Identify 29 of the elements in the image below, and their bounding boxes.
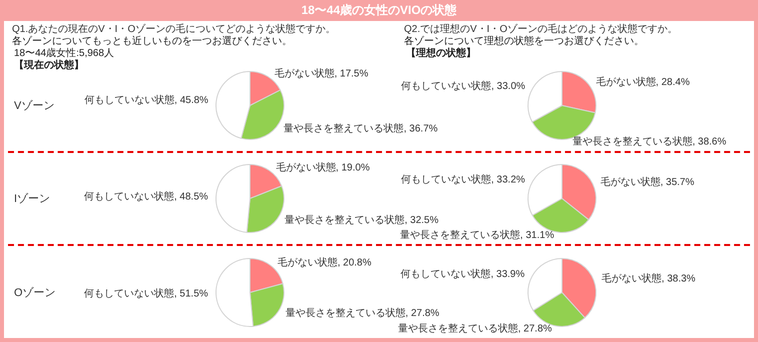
text: 18〜44歳女性:5,968人 — [14, 48, 114, 60]
slice-label: 毛がない状態, 38.3% — [602, 272, 696, 285]
slice-label: 量や長さを整えている状態, 32.5% — [284, 214, 439, 226]
text: 各ゾーンについてもっとも近しいものを一つお選びください。 — [12, 36, 292, 48]
text: Iゾーン — [14, 192, 50, 206]
chart-subtitle: Q1.あなたの現在のV・I・Oゾーンの毛についてどのような状態ですか。 — [12, 24, 336, 36]
slice-label: 量や長さを整えている状態, 31.1% — [400, 228, 554, 241]
slice-label: 何もしていない状態, 51.5% — [84, 288, 208, 300]
chart-title: 18〜44歳の女性のVIOの状態 — [300, 2, 458, 19]
slice-label: 何もしていない状態, 45.8% — [84, 94, 208, 106]
slice-label: 毛がない状態, 17.5% — [274, 67, 368, 80]
text: Oゾーン — [14, 286, 56, 300]
text: Vゾーン — [14, 98, 54, 112]
slice-label: 何もしていない状態, 33.2% — [401, 173, 526, 186]
slice-label: 量や長さを整えている状態, 27.8% — [398, 322, 552, 335]
slice-label: 毛がない状態, 19.0% — [276, 161, 370, 174]
slice-label: 毛がない状態, 35.7% — [600, 176, 694, 188]
slice-label: 量や長さを整えている状態, 27.8% — [285, 307, 440, 320]
chart-subtitle: Q2.では理想のV・I・Oゾーンの毛はどのような状態ですか。 — [404, 24, 678, 36]
slice-label: 毛がない状態, 28.4% — [596, 76, 690, 88]
slice-label: 量や長さを整えている状態, 38.6% — [572, 136, 726, 148]
slice-label: 何もしていない状態, 48.5% — [84, 190, 208, 202]
text: 【現在の状態】 — [14, 60, 84, 72]
slice-label: 何もしていない状態, 33.0% — [401, 80, 526, 92]
slice-label: 量や長さを整えている状態, 36.7% — [284, 122, 438, 134]
slice-label: 毛がない状態, 20.8% — [277, 256, 372, 269]
text: 各ゾーンについて理想の状態を一つお選びください。 — [404, 36, 644, 48]
text: 【理想の状態】 — [406, 48, 476, 60]
slice-label: 何もしていない状態, 33.9% — [400, 268, 525, 280]
